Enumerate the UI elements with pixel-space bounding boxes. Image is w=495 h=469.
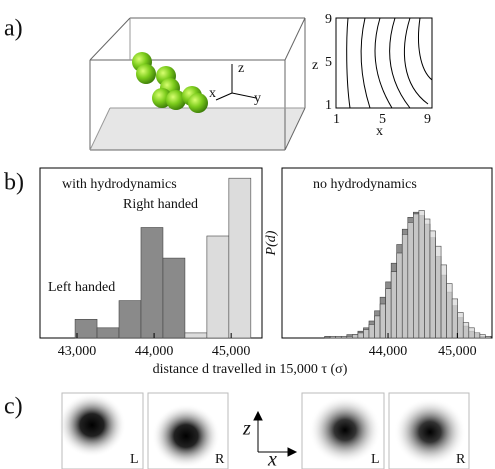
histogram-bar <box>140 227 164 339</box>
axis-label: z <box>312 58 318 73</box>
histogram-bar <box>184 332 208 339</box>
x-tick-label: 45,000 <box>212 344 251 359</box>
axis-label: z <box>238 61 244 76</box>
histogram-bar <box>457 312 464 339</box>
histogram-bar <box>401 234 409 339</box>
x-tick-label: 43,000 <box>58 344 97 359</box>
image-label: R <box>215 452 225 467</box>
chart-title: no hydrodynamics <box>313 177 417 192</box>
histogram-bar <box>346 335 353 339</box>
histogram-bar <box>413 213 420 339</box>
polymer-beads <box>132 52 208 113</box>
histogram-bar <box>429 230 436 339</box>
histogram-bar <box>368 324 375 339</box>
histogram-bar <box>374 315 381 339</box>
panel-label: a) <box>4 16 23 42</box>
histogram-bar <box>96 327 120 339</box>
image-label: L <box>371 452 380 467</box>
histogram-bar <box>162 257 186 339</box>
density-images <box>58 392 470 469</box>
histogram-bar <box>228 177 252 339</box>
histogram-bar <box>485 335 492 339</box>
histogram-bar <box>329 335 337 339</box>
x-tick-label: 45,000 <box>438 344 477 359</box>
histogram-bar <box>324 335 331 339</box>
histogram-bar <box>446 283 453 339</box>
histogram-bar <box>363 329 370 339</box>
histogram-bar <box>335 335 342 339</box>
histogram-bar <box>352 334 359 339</box>
y-axis-label: P(d) <box>264 230 279 256</box>
tick-label: 1 <box>325 98 332 113</box>
histogram-bar <box>385 288 392 339</box>
histogram-bar <box>462 322 470 339</box>
x-tick-label: 44,000 <box>369 344 408 359</box>
axis-label: x <box>267 449 277 469</box>
histogram-bar <box>435 245 442 339</box>
histogram-bar <box>479 334 486 339</box>
histogram-bar <box>468 327 475 339</box>
histogram-bar <box>379 303 386 339</box>
panel-label: b) <box>4 170 24 196</box>
series-label: Right handed <box>123 197 198 212</box>
histogram-bar <box>357 332 364 339</box>
chart-title: with hydrodynamics <box>62 177 177 192</box>
image-label: R <box>456 452 466 467</box>
histograms: 43,000 44,000 45,000 with hydrodynamics Left… <box>39 167 493 359</box>
series-label: Left handed <box>48 280 115 295</box>
axis-label: z <box>242 418 251 440</box>
tick-label: 5 <box>379 112 386 127</box>
histogram-bar <box>424 218 431 339</box>
tick-label: 9 <box>424 112 431 127</box>
histogram-bar <box>390 271 398 339</box>
histogram-bar <box>340 335 348 339</box>
simulation-box <box>89 17 306 151</box>
histogram-bar <box>418 210 425 339</box>
histogram-bar <box>407 222 414 339</box>
histogram-bar <box>118 300 142 339</box>
tick-label: 9 <box>325 12 332 27</box>
x-tick-label: 44,000 <box>135 344 174 359</box>
axis-label: x <box>376 124 383 139</box>
histogram-bar <box>206 235 230 339</box>
histogram-bar <box>74 318 98 339</box>
panel-label: c) <box>4 394 23 420</box>
contour-plot <box>335 17 433 109</box>
histogram-bar <box>451 298 458 339</box>
axes-arrows <box>253 410 298 457</box>
axis-label: y <box>254 91 261 106</box>
histogram-bar <box>396 252 403 339</box>
tick-label: 5 <box>325 55 332 70</box>
tick-label: 1 <box>333 112 340 127</box>
axis-label: x <box>209 86 216 101</box>
x-axis-label: distance d travelled in 15,000 τ (σ) <box>153 362 348 377</box>
histogram-bar <box>440 264 447 339</box>
axes-arrows <box>215 64 257 101</box>
image-label: L <box>130 452 139 467</box>
histogram-bar <box>474 332 481 339</box>
